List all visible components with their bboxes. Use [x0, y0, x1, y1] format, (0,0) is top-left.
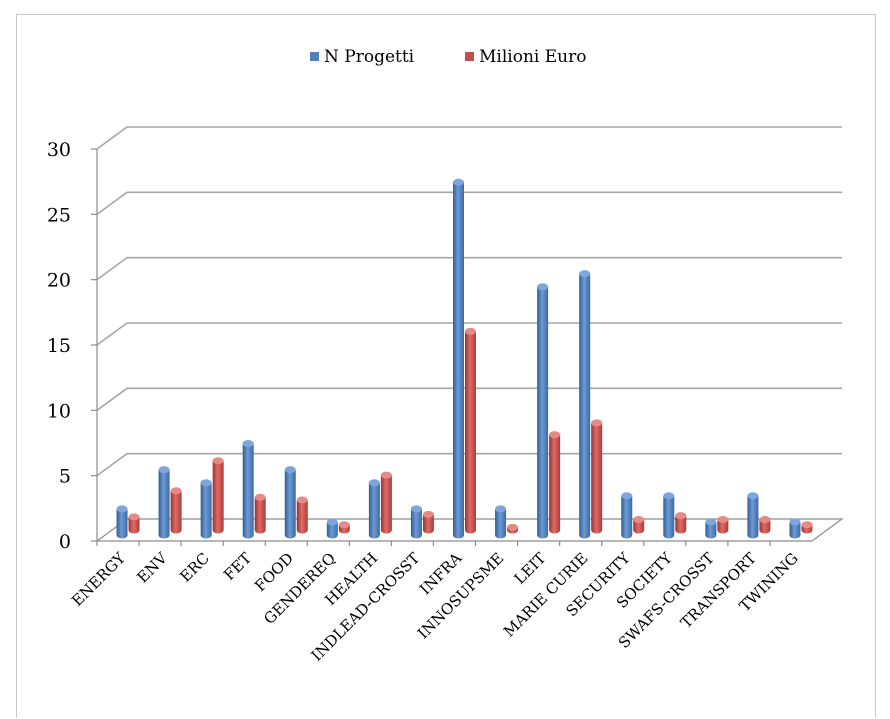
- bar: [717, 516, 729, 534]
- bar: [621, 492, 633, 539]
- bar: [495, 505, 507, 539]
- x-tick-label: FET: [220, 549, 255, 584]
- bar: [254, 493, 266, 534]
- x-tick-label: LEIT: [511, 549, 550, 588]
- bar: [537, 283, 549, 539]
- y-tick-label: 25: [47, 204, 71, 226]
- bar: [338, 521, 350, 534]
- bar: [422, 510, 434, 534]
- x-tick-label: ENV: [133, 548, 171, 586]
- gridline: [96, 126, 842, 150]
- legend-swatch: [465, 52, 474, 61]
- bar: [170, 487, 182, 534]
- bar: [801, 521, 813, 534]
- bar: [705, 518, 717, 539]
- bar: [368, 479, 380, 539]
- bar: [326, 518, 338, 539]
- bar-chart: 0 5 10 15 20 25 30 ENERGY ENV ERC FETFOODGENDEREQ…: [47, 47, 844, 665]
- x-tick-label: ENERGY: [68, 548, 130, 610]
- bar: [675, 512, 687, 534]
- bar: [507, 523, 519, 534]
- legend: N Progetti Milioni Euro: [310, 47, 586, 67]
- x-tick-labels: ENERGY ENV ERC FETFOODGENDEREQHEALTHINDLEAD…: [68, 548, 802, 664]
- bar: [789, 518, 801, 539]
- bar: [200, 479, 212, 539]
- bar: [410, 505, 422, 539]
- bar: [591, 419, 603, 534]
- bar: [284, 466, 296, 539]
- bar: [759, 516, 771, 534]
- gridline: [96, 387, 842, 411]
- legend-label: Milioni Euro: [479, 47, 586, 67]
- bar: [128, 513, 140, 534]
- legend-swatch: [310, 52, 319, 61]
- legend-label: N Progetti: [324, 47, 415, 67]
- bars: [116, 178, 813, 539]
- y-tick-label: 5: [59, 466, 71, 488]
- y-tick-label: 20: [47, 270, 71, 292]
- chart-frame: 0 5 10 15 20 25 30 ENERGY ENV ERC FET FOOD GENDEREQ…: [16, 14, 876, 718]
- y-tick-label: 10: [47, 400, 71, 422]
- bar: [579, 270, 591, 539]
- bar: [116, 505, 128, 539]
- bar: [158, 466, 170, 539]
- bar: [242, 440, 254, 539]
- x-tick-label: ERC: [176, 549, 213, 586]
- bar: [549, 431, 561, 534]
- bar: [663, 492, 675, 539]
- bar: [465, 327, 476, 534]
- bar: [212, 457, 224, 534]
- bar: [633, 516, 645, 534]
- y-tick-label: 15: [47, 335, 71, 357]
- grid-lines: [96, 126, 842, 477]
- gridline: [96, 452, 842, 477]
- bar: [380, 471, 392, 534]
- y-tick-label: 30: [47, 139, 71, 161]
- y-tick-label: 0: [59, 531, 71, 553]
- bar: [747, 492, 759, 539]
- y-tick-labels: 0 5 10 15 20 25 30: [47, 139, 71, 553]
- bar: [453, 178, 464, 539]
- bar: [296, 496, 308, 534]
- gridline: [96, 322, 842, 346]
- gridline: [96, 256, 842, 281]
- gridline: [96, 191, 842, 215]
